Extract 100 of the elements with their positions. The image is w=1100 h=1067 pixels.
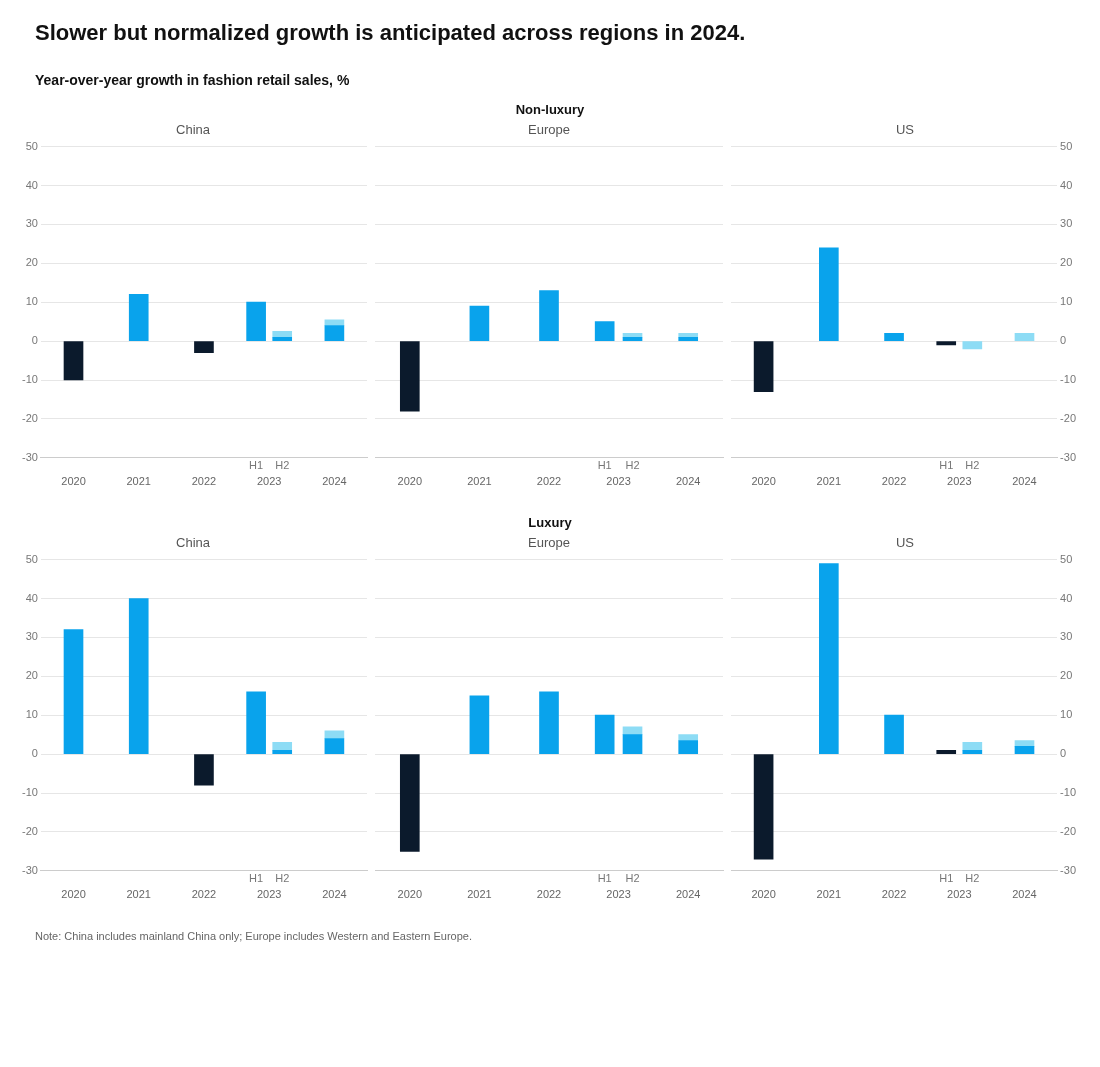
bar	[962, 341, 983, 350]
x-tick-label: 2024	[1012, 475, 1037, 488]
x-tick-label: 2023	[606, 475, 631, 488]
text: H2	[275, 872, 290, 885]
x-tick-label: 2023	[606, 888, 631, 901]
y2-tick-label: 30	[1060, 217, 1073, 230]
x-tick-label: 2022	[536, 888, 562, 901]
bar	[272, 336, 293, 341]
x-tick-label: 2021	[816, 888, 842, 901]
y2-tick-label: 40	[1060, 178, 1073, 191]
chart-title: China	[176, 535, 211, 551]
bar	[128, 294, 149, 341]
x-tick-label: 2023	[947, 475, 972, 488]
x-tick-label: 2022	[881, 888, 907, 901]
text: Year-over-year growth in fashion retail sales, %	[35, 72, 351, 88]
x-tick-label: 2024	[675, 475, 701, 488]
chart-title: US	[895, 122, 915, 138]
y-tick-label: 0	[31, 747, 38, 760]
bar	[539, 691, 559, 754]
bar	[63, 341, 84, 381]
bar	[594, 321, 615, 341]
y2-tick-label: 0	[1060, 334, 1067, 347]
x-tick-label: 2023	[947, 888, 972, 901]
y-tick-label: 10	[25, 708, 38, 721]
y2-tick-label: 20	[1060, 669, 1073, 682]
bar	[678, 740, 699, 754]
y2-tick-label: 40	[1060, 591, 1073, 604]
y2-tick-label: 0	[1060, 747, 1067, 760]
text: H1	[249, 872, 264, 885]
bar	[539, 290, 559, 341]
bar	[324, 730, 345, 739]
y2-tick-label: 20	[1060, 256, 1073, 269]
x-tick-label: 2020	[397, 475, 423, 488]
y-tick-label: -10	[21, 373, 38, 386]
x-tick-label: 2023	[256, 888, 282, 901]
x-tick-label: 2020	[751, 888, 776, 901]
text: H1	[249, 459, 264, 472]
bar	[63, 629, 84, 754]
bar	[819, 247, 839, 341]
y2-tick-label: 30	[1060, 630, 1073, 643]
x-tick-label: 2020	[61, 475, 86, 488]
bar	[594, 714, 615, 754]
y-tick-label: 40	[25, 591, 38, 604]
x-tick-label: 2024	[322, 475, 347, 488]
bar	[884, 714, 904, 754]
bar	[469, 695, 490, 754]
bar	[936, 341, 957, 346]
y2-tick-label: 50	[1060, 552, 1073, 565]
x-tick-label: 2022	[191, 888, 217, 901]
bar	[622, 734, 643, 754]
chart-title: US	[895, 535, 915, 551]
bar	[469, 305, 490, 341]
y2-tick-label: -30	[1060, 863, 1077, 876]
x-tick-label: 2021	[467, 888, 492, 901]
y-tick-label: -10	[21, 786, 38, 799]
bar	[272, 331, 293, 338]
x-tick-label: 2021	[126, 475, 151, 488]
bar	[884, 332, 904, 341]
y2-tick-label: -10	[1060, 786, 1077, 799]
text: H2	[965, 459, 980, 472]
text: Luxury	[527, 515, 573, 530]
bar	[272, 742, 293, 751]
bar	[272, 749, 293, 754]
y-tick-label: -20	[21, 411, 38, 424]
bar	[1014, 745, 1035, 754]
y2-tick-label: 10	[1060, 708, 1073, 721]
y-tick-label: -30	[21, 863, 38, 876]
chart-title: Europe	[528, 535, 570, 551]
y-tick-label: -30	[21, 450, 38, 463]
bar	[194, 754, 214, 786]
y-tick-label: 30	[25, 217, 38, 230]
text: H1	[597, 459, 612, 472]
bar	[678, 332, 699, 338]
y2-tick-label: 50	[1060, 139, 1073, 152]
y2-tick-label: -30	[1060, 450, 1077, 463]
bar	[194, 341, 214, 354]
bar	[962, 749, 983, 754]
text: Slower but normalized growth is anticipated across regions in 2024.	[35, 20, 747, 46]
text: H2	[625, 459, 640, 472]
y-tick-label: 50	[25, 552, 38, 565]
chart-title: Europe	[528, 122, 570, 138]
y-tick-label: 20	[25, 669, 38, 682]
text: H2	[275, 459, 290, 472]
bar	[399, 754, 420, 852]
text: H2	[625, 872, 640, 885]
x-tick-label: 2023	[256, 475, 282, 488]
bar	[936, 749, 957, 754]
bar	[399, 341, 420, 412]
bar	[753, 754, 774, 860]
text: H1	[597, 872, 612, 885]
bar	[819, 563, 839, 754]
text: H1	[939, 872, 954, 885]
y-tick-label: 10	[25, 295, 38, 308]
y2-tick-label: -20	[1060, 824, 1077, 837]
y-tick-label: 0	[31, 334, 38, 347]
bar	[324, 738, 345, 754]
x-tick-label: 2020	[397, 888, 423, 901]
bar	[1014, 332, 1035, 341]
x-tick-label: 2021	[126, 888, 151, 901]
x-tick-label: 2022	[191, 475, 217, 488]
